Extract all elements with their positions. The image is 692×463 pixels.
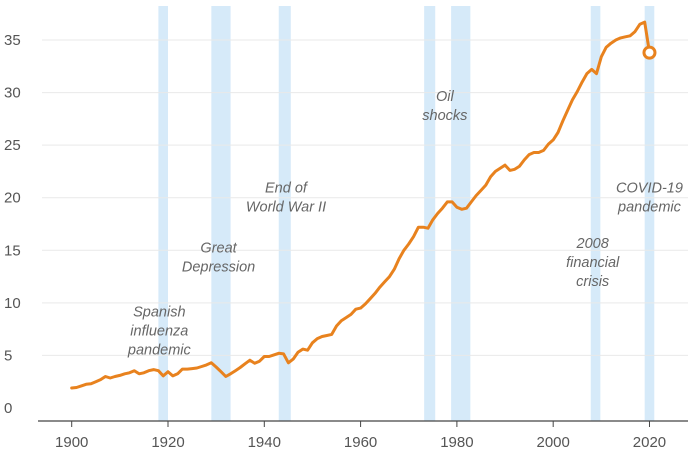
shaded-period-oil-shock-2 — [451, 6, 471, 421]
annotation-line: crisis — [576, 274, 609, 290]
shaded-period-financial-crisis-2008 — [590, 6, 601, 421]
annotation-great-depression: Great Depression — [182, 240, 255, 275]
y-tick-label: 0 — [4, 400, 12, 417]
shaded-period-covid-19 — [644, 6, 655, 421]
annotation-line: Great — [200, 240, 237, 256]
annotation-line: pandemic — [617, 199, 682, 215]
shaded-period-end-of-ww2 — [278, 6, 291, 421]
annotation-line: 2008 — [576, 236, 609, 252]
annotation-line: financial — [566, 255, 620, 271]
annotation-line: influenza — [130, 324, 188, 340]
annotation-financial-crisis: 2008 financial crisis — [566, 236, 620, 290]
shaded-periods — [158, 6, 655, 421]
x-axis — [38, 420, 688, 427]
shaded-period-great-depression — [211, 6, 231, 421]
annotation-end-of-ww2: End of World War II — [246, 180, 326, 215]
annotation-line: World War II — [246, 199, 326, 215]
x-tick-label: 1940 — [248, 434, 281, 451]
annotation-line: Spanish — [133, 305, 185, 321]
annotations: Spanish influenza pandemic Great Depression E… — [127, 89, 683, 359]
y-tick-label: 5 — [4, 347, 12, 364]
x-tick-label: 2020 — [633, 434, 666, 451]
annotation-covid-19: COVID-19 pandemic — [616, 180, 683, 215]
annotation-line: Depression — [182, 259, 255, 275]
x-tick-label: 1920 — [151, 434, 184, 451]
x-tick-label: 2000 — [536, 434, 569, 451]
series-line — [70, 20, 651, 390]
annotation-line: COVID-19 — [616, 180, 683, 196]
y-tick-label: 20 — [4, 190, 21, 207]
y-tick-label: 25 — [4, 137, 21, 154]
annotation-line: End of — [265, 180, 309, 196]
y-tick-label: 15 — [4, 242, 21, 259]
x-tick-label: 1960 — [344, 434, 377, 451]
shaded-period-spanish-flu — [158, 6, 168, 421]
endpoint-marker — [642, 45, 657, 60]
y-tick-label: 30 — [4, 85, 21, 102]
annotation-line: shocks — [422, 108, 467, 124]
x-tick-label: 1980 — [440, 434, 473, 451]
data-series — [70, 20, 657, 390]
x-axis-tick-labels: 1900 1920 1940 1960 1980 2000 2020 — [55, 434, 666, 451]
x-tick-label: 1900 — [55, 434, 88, 451]
annotation-spanish-flu: Spanish influenza pandemic — [127, 305, 192, 359]
y-tick-label: 10 — [4, 295, 21, 312]
annotation-oil-shocks: Oil shocks — [422, 89, 467, 124]
y-axis-tick-labels: 0 5 10 15 20 25 30 35 — [4, 32, 21, 417]
gridlines — [42, 39, 688, 356]
annotation-line: pandemic — [127, 343, 192, 359]
shaded-period-oil-shock-1 — [424, 6, 436, 421]
y-tick-label: 35 — [4, 32, 21, 49]
annotation-line: Oil — [436, 89, 455, 105]
